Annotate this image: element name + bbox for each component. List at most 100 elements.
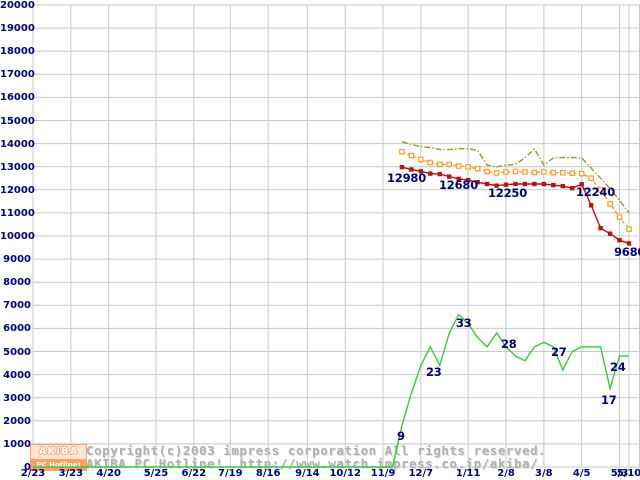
data-point-marker	[532, 181, 537, 187]
y-axis-tick-label: 11000	[0, 207, 35, 219]
data-point-marker	[493, 170, 500, 176]
y-axis-tick-label: 9000	[3, 254, 31, 266]
data-point-marker	[531, 169, 538, 176]
y-axis-tick-label: 0	[24, 462, 31, 473]
data-point-marker	[503, 169, 509, 175]
high-price-line	[401, 141, 630, 214]
data-point-marker	[578, 170, 585, 177]
y-axis-tick-label: 20000	[0, 0, 35, 11]
shop-count-line	[33, 313, 629, 468]
value-annotation: 12680	[439, 178, 479, 192]
data-point-marker	[503, 182, 509, 187]
y-axis-tick-label: 18000	[0, 46, 35, 58]
data-point-marker	[427, 159, 434, 166]
x-axis-tick-label: 10/12	[329, 468, 361, 479]
data-point-marker	[494, 183, 499, 188]
data-point-marker	[447, 174, 452, 179]
y-axis-tick-label: 19000	[0, 23, 35, 35]
x-axis-tick-label: 2/23	[20, 468, 46, 479]
y-axis-tick-label: 10000	[0, 231, 35, 242]
y-axis-tick-label: 8000	[3, 277, 31, 289]
data-point-marker	[437, 171, 442, 177]
value-annotation: 17	[601, 393, 617, 407]
data-point-marker	[616, 214, 623, 220]
value-annotation: 9680	[614, 245, 640, 259]
logo-akiba-text: AKIBA	[30, 444, 87, 460]
data-point-marker	[598, 225, 603, 231]
value-annotation: 28	[501, 337, 517, 351]
value-annotation: 33	[456, 316, 472, 330]
data-point-marker	[626, 241, 632, 246]
y-axis-tick-label: 7000	[3, 300, 31, 312]
low-price-line	[401, 166, 630, 245]
data-point-marker	[465, 177, 471, 183]
data-point-marker	[588, 175, 594, 182]
y-axis-tick-label: 1000	[3, 438, 31, 450]
data-point-marker	[522, 169, 528, 175]
y-axis-tick-label: 4000	[3, 369, 31, 381]
data-point-marker	[579, 182, 584, 187]
y-axis-tick-label: 13000	[0, 161, 35, 173]
x-axis-tick-label: 9/14	[295, 468, 320, 479]
data-point-marker	[617, 237, 622, 243]
data-point-marker	[428, 171, 433, 176]
data-point-marker	[475, 179, 480, 185]
logo-pc-hotline-text: PC Hotline!	[30, 460, 87, 471]
value-annotation: 24	[610, 360, 626, 374]
data-point-marker	[541, 181, 547, 187]
data-point-marker	[409, 167, 414, 172]
value-annotation: 12240	[576, 185, 616, 199]
y-axis-tick-label: 15000	[0, 115, 35, 127]
data-point-marker	[560, 183, 565, 189]
data-point-marker	[418, 169, 424, 174]
data-point-marker	[408, 152, 415, 159]
x-axis-tick-label: 11/9	[370, 468, 396, 479]
x-axis-tick-label: 1/11	[455, 468, 481, 479]
y-axis-tick-label: 17000	[0, 69, 35, 81]
y-axis-tick-label: 12000	[0, 184, 35, 196]
data-point-marker	[436, 161, 443, 168]
x-axis-tick-label: 8/16	[255, 468, 281, 479]
akiba-pc-hotline-logo: AKIBA PC Hotline!	[30, 444, 87, 471]
data-point-marker	[484, 181, 490, 187]
data-point-marker	[456, 176, 461, 182]
data-point-marker	[399, 148, 405, 155]
y-axis-tick-label: 16000	[0, 92, 35, 104]
data-point-marker	[551, 182, 556, 188]
data-point-marker	[465, 164, 471, 170]
data-point-marker	[541, 169, 547, 175]
x-axis-tick-label: 4/20	[96, 468, 121, 479]
data-point-marker	[570, 185, 575, 191]
data-point-marker	[597, 187, 604, 193]
data-point-marker	[559, 169, 566, 176]
x-axis-tick-label: 5/10	[616, 468, 640, 479]
data-point-marker	[399, 164, 405, 170]
x-axis-tick-label: 7/19	[218, 468, 243, 479]
data-point-marker	[484, 168, 490, 175]
y-axis-tick-label: 3000	[3, 392, 31, 404]
x-axis-tick-label: 3/8	[535, 468, 553, 479]
x-axis-tick-label: 2/8	[497, 468, 515, 479]
data-point-marker	[512, 168, 519, 175]
data-point-marker	[569, 170, 576, 176]
x-axis-tick-label: 5/3	[610, 468, 629, 479]
x-axis-tick-label: 4/5	[572, 468, 591, 479]
x-axis-tick-label: 3/23	[58, 468, 84, 479]
data-point-marker	[446, 161, 453, 168]
y-axis-tick-label: 14000	[0, 138, 35, 150]
value-annotation: 27	[551, 345, 567, 359]
data-point-marker	[418, 156, 424, 163]
x-axis-tick-label: 5/25	[143, 468, 169, 479]
value-annotation: 12250	[488, 186, 528, 200]
data-point-marker	[607, 231, 613, 236]
x-axis-tick-label: 6/22	[181, 468, 207, 479]
y-axis-tick-label: 5000	[3, 346, 31, 358]
data-point-marker	[607, 201, 613, 207]
value-annotation: 9	[397, 429, 405, 443]
value-annotation: 12980	[387, 171, 427, 185]
copyright-watermark-line1: Copyright(c)2003 impress corporation All…	[86, 443, 547, 458]
y-axis-tick-label: 6000	[3, 323, 31, 335]
data-point-marker	[455, 163, 462, 169]
